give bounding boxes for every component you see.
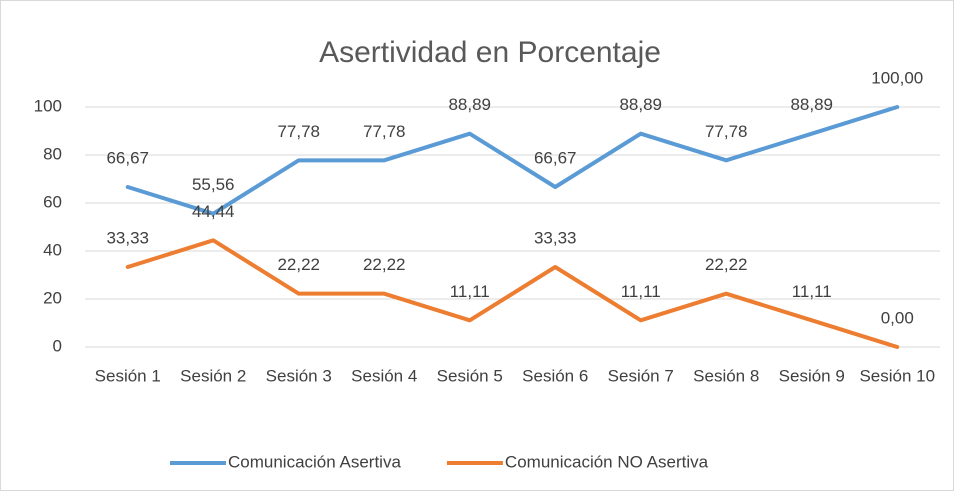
legend-label: Comunicación NO Asertiva xyxy=(505,452,709,471)
data-label: 88,89 xyxy=(448,95,491,114)
x-tick-label: Sesión 4 xyxy=(351,366,417,385)
data-label: 66,67 xyxy=(534,148,577,167)
data-label: 33,33 xyxy=(534,228,577,247)
x-tick-label: Sesión 7 xyxy=(608,366,674,385)
x-tick-label: Sesión 9 xyxy=(779,366,845,385)
x-tick-label: Sesión 10 xyxy=(859,366,935,385)
data-label: 88,89 xyxy=(790,95,833,114)
data-label: 22,22 xyxy=(705,255,748,274)
data-label: 88,89 xyxy=(619,95,662,114)
x-tick-label: Sesión 5 xyxy=(437,366,503,385)
legend-label: Comunicación Asertiva xyxy=(228,452,401,471)
y-tick-label: 100 xyxy=(34,96,62,115)
x-tick-label: Sesión 1 xyxy=(95,366,161,385)
y-tick-label: 20 xyxy=(43,288,62,307)
x-tick-label: Sesión 8 xyxy=(693,366,759,385)
data-label: 44,44 xyxy=(192,202,235,221)
data-label: 77,78 xyxy=(363,122,406,141)
data-label: 11,11 xyxy=(621,282,661,301)
data-label: 33,33 xyxy=(106,228,149,247)
data-label: 100,00 xyxy=(871,68,923,87)
data-label: 11,11 xyxy=(792,282,832,301)
data-label: 66,67 xyxy=(106,148,149,167)
y-tick-label: 40 xyxy=(43,240,62,259)
series-line xyxy=(125,238,900,349)
series-line xyxy=(125,105,900,216)
x-tick-label: Sesión 6 xyxy=(522,366,588,385)
chart-title: Asertividad en Porcentaje xyxy=(319,36,661,69)
data-label: 22,22 xyxy=(363,255,406,274)
y-tick-label: 0 xyxy=(53,336,62,355)
x-tick-label: Sesión 2 xyxy=(180,366,246,385)
data-label: 11,11 xyxy=(450,282,490,301)
data-label: 77,78 xyxy=(277,122,320,141)
y-tick-label: 60 xyxy=(43,192,62,211)
x-tick-label: Sesión 3 xyxy=(266,366,332,385)
y-tick-label: 80 xyxy=(43,144,62,163)
data-label: 77,78 xyxy=(705,122,748,141)
data-label: 55,56 xyxy=(192,175,235,194)
data-label: 0,00 xyxy=(881,308,914,327)
data-label: 22,22 xyxy=(277,255,320,274)
